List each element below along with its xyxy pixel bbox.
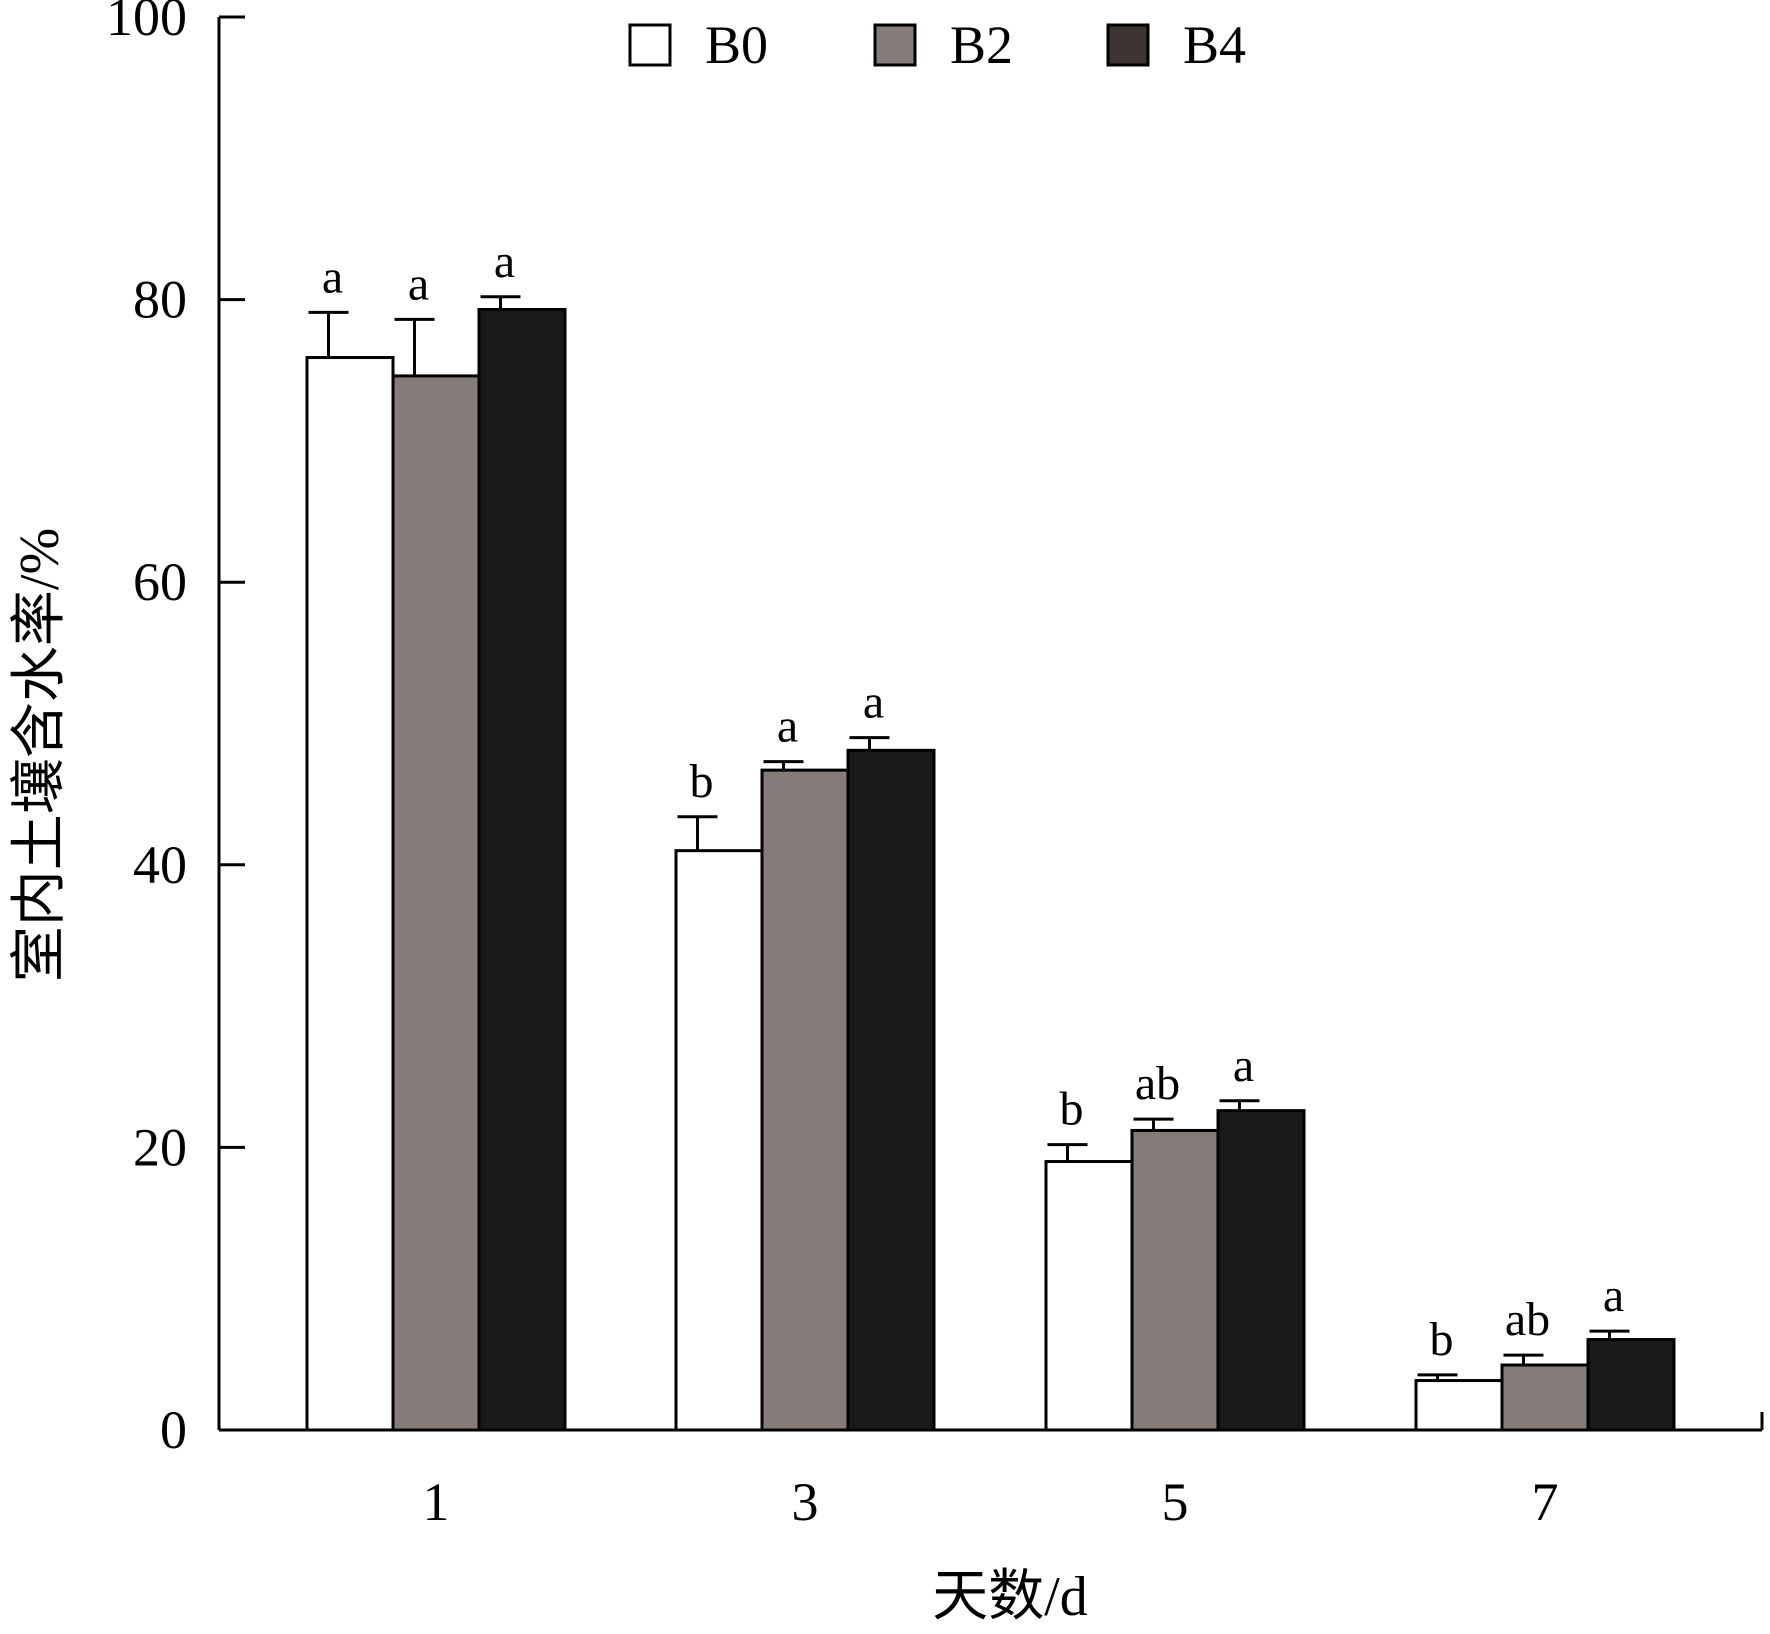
x-tick-label: 7	[1532, 1472, 1559, 1532]
legend-swatch-B0	[628, 23, 672, 67]
y-tick-label: 60	[133, 552, 187, 612]
significance-label: a	[408, 257, 429, 310]
bar-B2-day-1	[391, 374, 481, 1432]
bar-B4-day-3	[846, 748, 936, 1432]
bar-B2-day-5	[1130, 1128, 1220, 1432]
legend-swatch-B2	[873, 23, 917, 67]
bar-B2-day-3	[760, 768, 850, 1432]
bar-B4-day-7	[1586, 1338, 1676, 1432]
significance-label: ab	[1505, 1293, 1550, 1346]
y-tick-label: 20	[133, 1117, 187, 1177]
y-tick-label: 0	[160, 1400, 187, 1460]
x-tick-labels: 1 3 5 7	[423, 1472, 1559, 1532]
significance-label: ab	[1135, 1057, 1180, 1110]
x-tick-label: 3	[792, 1472, 819, 1532]
bar-B4-day-1	[477, 307, 567, 1432]
y-tick-labels: 0 20 40 60 80 100	[106, 0, 187, 1460]
bar-B0-day-1	[305, 356, 395, 1432]
bar-B0-day-3	[674, 849, 764, 1432]
significance-label: b	[1060, 1083, 1084, 1136]
bar-B0-day-5	[1044, 1160, 1134, 1432]
x-axis-title: 天数/d	[932, 1566, 1088, 1628]
y-tick-label: 40	[133, 835, 187, 895]
legend: B0 B2 B4	[628, 15, 1246, 75]
legend-swatch-B4	[1106, 23, 1150, 67]
error-bars	[308, 295, 1630, 1381]
significance-label: b	[1430, 1313, 1454, 1366]
significance-label: a	[494, 235, 515, 288]
y-tick-label: 80	[133, 270, 187, 330]
legend-label-B4: B4	[1183, 15, 1246, 75]
legend-label-B0: B0	[705, 15, 768, 75]
significance-label: a	[1233, 1039, 1254, 1092]
bar-B0-day-7	[1414, 1379, 1504, 1432]
significance-label: a	[863, 676, 884, 729]
bar-B2-day-7	[1500, 1363, 1590, 1432]
significance-label: a	[777, 700, 798, 753]
significance-label: a	[1603, 1269, 1624, 1322]
x-tick-label: 5	[1162, 1472, 1189, 1532]
bar-B4-day-5	[1216, 1109, 1306, 1432]
legend-label-B2: B2	[950, 15, 1013, 75]
y-axis-title: 室内土壤含水率/%	[9, 528, 71, 982]
significance-label: a	[322, 250, 343, 303]
y-tick-label: 100	[106, 0, 187, 47]
x-tick-label: 1	[423, 1472, 450, 1532]
significance-label: b	[690, 755, 714, 808]
bars	[305, 307, 1676, 1432]
